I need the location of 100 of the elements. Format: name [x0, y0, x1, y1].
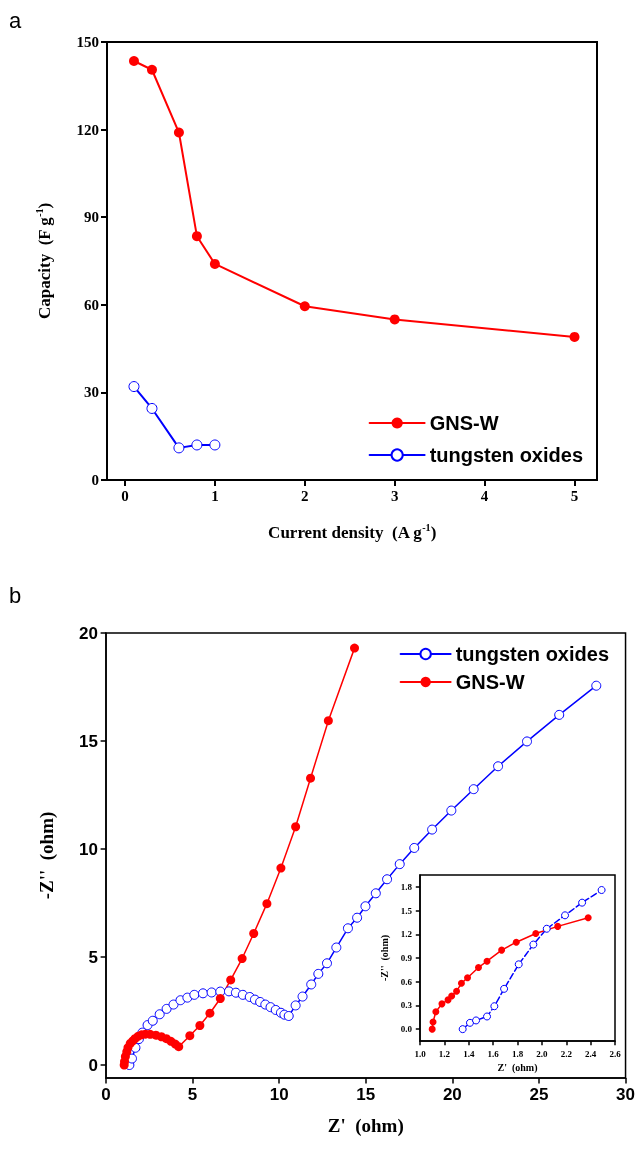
x-tick-label: 1.4 [463, 1048, 475, 1059]
point [323, 716, 333, 726]
y-tick-label: 30 [84, 384, 99, 401]
y-tick-label: 0.0 [400, 1024, 413, 1035]
point [498, 946, 506, 954]
point [189, 989, 200, 1000]
point [475, 963, 482, 971]
point [342, 923, 353, 934]
point [146, 402, 158, 414]
legend-label: tungsten oxides [429, 444, 584, 466]
point [514, 960, 523, 969]
point [532, 930, 540, 937]
point [206, 987, 217, 998]
point [191, 231, 202, 242]
point [276, 863, 286, 873]
point [173, 127, 184, 138]
point [297, 991, 308, 1002]
legend-label: GNS-W [429, 412, 499, 434]
point [500, 984, 509, 993]
point [146, 64, 157, 75]
point [554, 709, 565, 720]
point [291, 822, 301, 832]
point [522, 736, 532, 747]
point [352, 912, 363, 923]
point [448, 992, 456, 1000]
point [321, 958, 332, 969]
x-tick-label: 1.0 [414, 1048, 427, 1059]
y-axis-title: -Z'' (ohm) [379, 934, 392, 982]
y-tick-label: 1.8 [400, 881, 413, 892]
x-tick-label: 2.4 [585, 1048, 597, 1059]
point [427, 824, 438, 835]
x-tick-label: 4 [480, 487, 489, 504]
point [299, 301, 310, 312]
y-tick-label: 60 [84, 296, 99, 313]
chart-title: b [9, 582, 22, 608]
point [306, 979, 317, 990]
point [161, 1003, 172, 1014]
x-tick-label: 2.6 [609, 1048, 622, 1059]
point [472, 1016, 481, 1025]
point [197, 988, 208, 999]
point [262, 899, 272, 909]
point [382, 874, 393, 885]
point [578, 898, 587, 907]
point [483, 1012, 492, 1021]
point [468, 784, 479, 795]
point [313, 968, 324, 979]
point [154, 1009, 165, 1020]
x-tick-label: 20 [442, 1085, 462, 1104]
point [561, 911, 570, 920]
x-tick-label: 30 [616, 1085, 636, 1104]
x-axis-title: Z' (ohm) [327, 1115, 404, 1137]
x-tick-label: 1.6 [487, 1048, 500, 1059]
point [446, 805, 457, 816]
y-tick-label: 15 [79, 731, 98, 751]
point [331, 942, 342, 953]
point [209, 439, 221, 451]
point [490, 1002, 499, 1011]
y-tick-label: 0.6 [400, 976, 413, 987]
point [554, 922, 562, 930]
legend-label: GNS-W [455, 671, 525, 693]
point [237, 954, 247, 964]
point [394, 859, 405, 870]
point [453, 987, 461, 995]
point [370, 888, 381, 899]
point [512, 938, 520, 946]
y-axis-title: -Z'' (ohm) [36, 811, 58, 900]
x-tick-label: 1 [211, 487, 219, 504]
x-tick-label: 5 [570, 487, 579, 504]
point [438, 1000, 446, 1008]
point [597, 886, 606, 895]
point [360, 901, 371, 912]
point [209, 258, 220, 269]
x-tick-label: 2 [301, 487, 309, 504]
point [290, 1000, 301, 1011]
y-tick-label: 0.9 [400, 953, 413, 963]
y-tick-label: 1.5 [400, 905, 413, 916]
point [458, 1025, 467, 1034]
x-tick-label: 2.0 [536, 1048, 548, 1059]
y-tick-label: 10 [79, 839, 98, 859]
point [569, 331, 580, 342]
y-tick-label: 20 [79, 623, 98, 643]
x-tick-label: 15 [356, 1085, 376, 1104]
y-tick-label: 150 [76, 34, 99, 50]
point [350, 643, 360, 653]
point [195, 1021, 205, 1030]
x-tick-label: 10 [269, 1085, 289, 1104]
y-axis-title: Capacity (F g-1) [34, 202, 55, 319]
x-tick-label: 25 [529, 1085, 549, 1104]
point [174, 1042, 184, 1052]
point [215, 994, 225, 1003]
x-tick-label: 2.2 [560, 1048, 573, 1059]
point [283, 1011, 294, 1021]
x-tick-label: 5 [187, 1085, 198, 1104]
point [584, 914, 592, 922]
y-tick-label: 120 [76, 121, 99, 138]
x-tick-label: 3 [390, 487, 399, 504]
point [409, 842, 420, 853]
point [128, 381, 140, 393]
x-tick-label: 1.2 [438, 1048, 451, 1059]
point [591, 680, 602, 691]
